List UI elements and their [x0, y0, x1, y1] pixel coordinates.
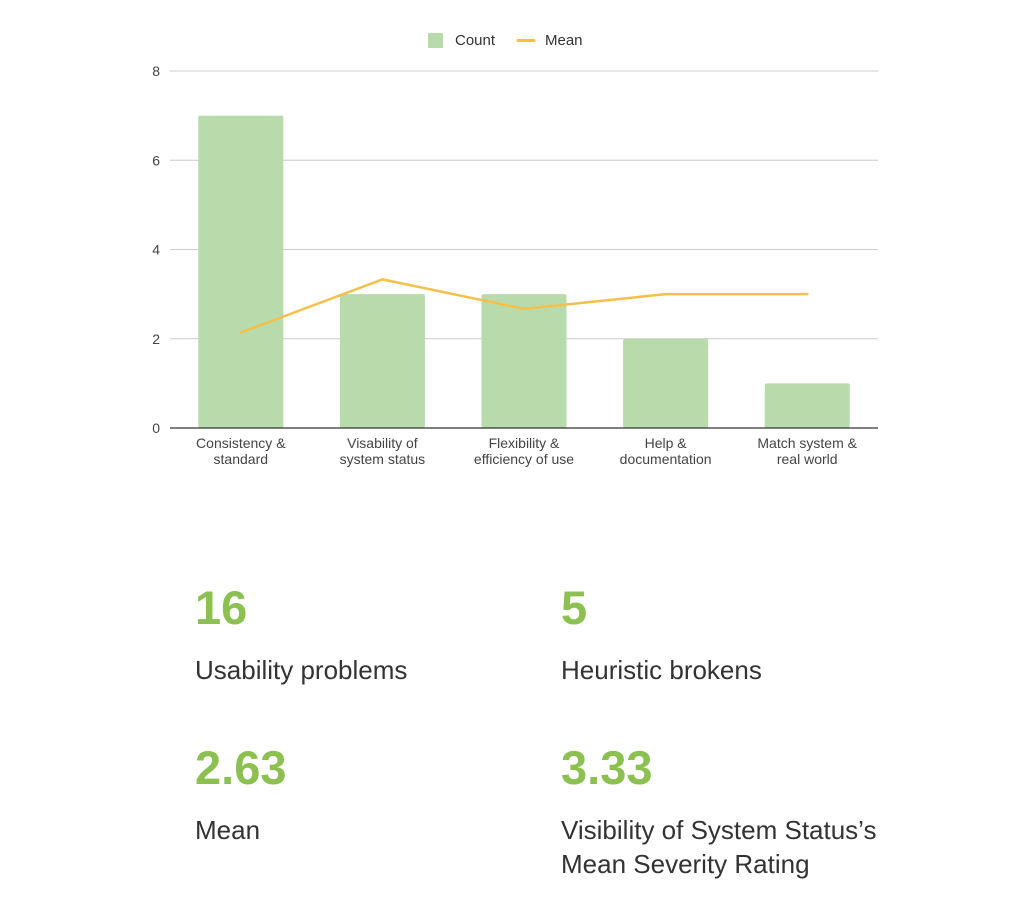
- mean-point: [381, 278, 384, 281]
- y-tick-label: 2: [152, 331, 160, 347]
- bar: [623, 338, 709, 428]
- stat-value: 3.33: [561, 741, 653, 794]
- y-tick-label: 6: [152, 152, 160, 168]
- stat-value: 2.63: [195, 741, 287, 794]
- x-tick-label: Consistency & standard: [196, 435, 286, 467]
- bar: [481, 294, 567, 428]
- legend-label-mean: Mean: [545, 32, 583, 49]
- mean-point: [805, 292, 809, 296]
- bar: [198, 115, 284, 428]
- stat-heuristic-brokens: 5 Heuristic brokens: [561, 584, 762, 687]
- x-tick-label: Match system & real world: [757, 435, 857, 467]
- legend-swatch-count: [428, 33, 443, 48]
- stat-mean: 2.63 Mean: [195, 744, 286, 847]
- y-tick-label: 8: [152, 63, 160, 79]
- y-tick-label: 4: [152, 242, 160, 258]
- stat-usability-problems: 16 Usability problems: [195, 584, 407, 687]
- y-tick-label: 0: [152, 420, 160, 436]
- stat-value: 5: [561, 581, 588, 634]
- combo-chart: 0 2 4 6 8 Consistency & standard Visability of s…: [152, 32, 878, 467]
- stat-label: Usability problems: [195, 655, 408, 685]
- mean-point: [664, 292, 667, 296]
- legend-label-count: Count: [455, 32, 496, 49]
- mean-point: [522, 307, 526, 311]
- stat-visibility-severity: 3.33 Visibility of System Status’s Mean …: [561, 744, 877, 881]
- x-tick-label: Flexibility & efficiency of use: [474, 435, 574, 467]
- stat-label: Heuristic brokens: [561, 655, 762, 685]
- stat-label: Visibility of System Status’s Mean Sever…: [561, 815, 877, 879]
- stat-value: 16: [195, 581, 248, 634]
- x-tick-label: Visability of system status: [340, 435, 426, 467]
- mean-point: [239, 331, 243, 334]
- bar: [339, 294, 425, 428]
- stat-label: Mean: [195, 815, 261, 845]
- bar: [764, 383, 850, 428]
- x-tick-label: Help & documentation: [620, 435, 712, 467]
